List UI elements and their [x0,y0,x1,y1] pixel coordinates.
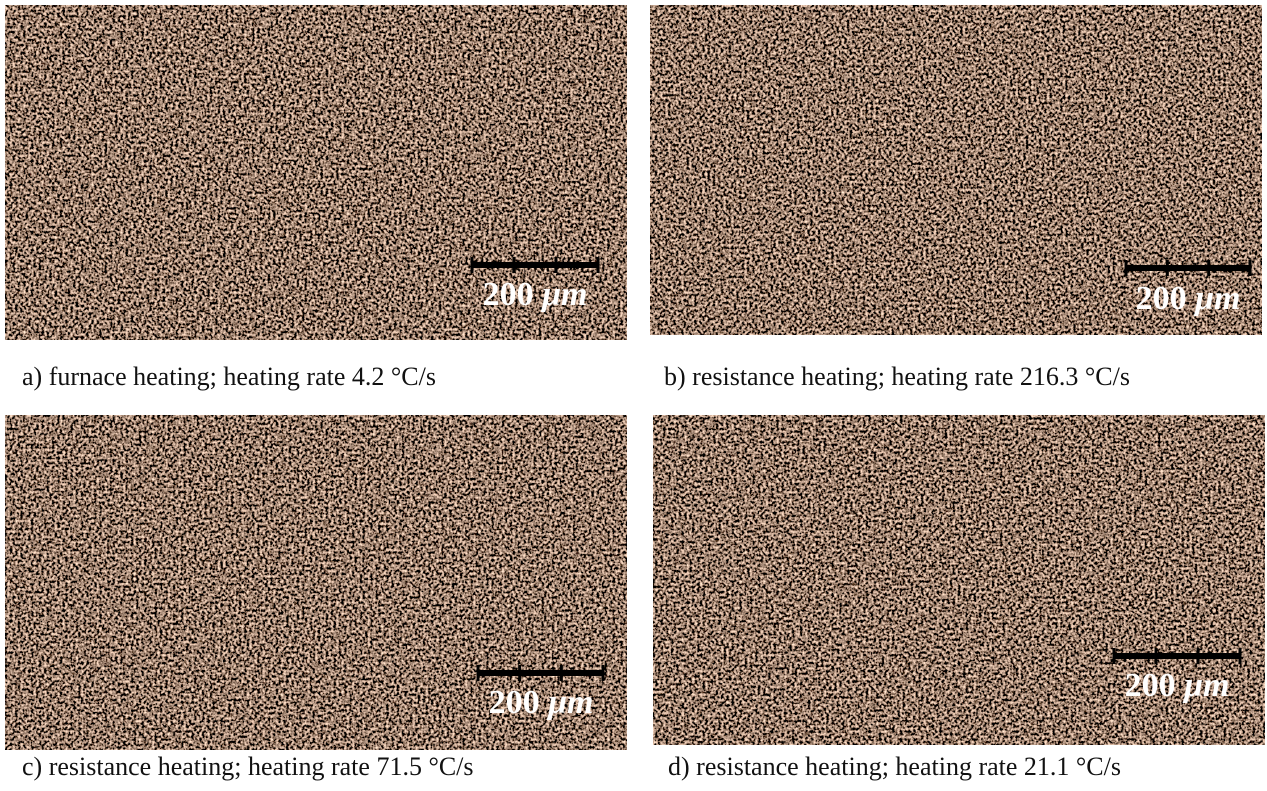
scale-value: 200 [1125,667,1176,704]
figure: 200 μm a) furnace heating; heating rate 4… [0,0,1267,791]
micrograph: 200 μm [653,415,1265,745]
scale-unit: μm [540,276,587,313]
caption: a) furnace heating; heating rate 4.2 °C/… [22,362,436,392]
caption: b) resistance heating; heating rate 216.… [664,362,1130,392]
scale-tick [1125,260,1128,276]
micrograph: 200 μm [5,415,627,750]
scale-label: 200 μm [489,684,594,721]
micrograph-panel: 200 μm [5,5,627,340]
scale-tick [1197,648,1200,664]
scale-bar [1114,653,1240,659]
micrograph-panel: 200 μm [653,415,1265,745]
scale-tick [555,257,558,273]
micrograph: 200 μm [650,5,1262,335]
scale-tick [1249,260,1252,276]
caption: c) resistance heating; heating rate 71.5… [22,752,474,782]
scale-tick [602,665,605,681]
scale-value: 200 [483,276,534,313]
scale-tick [1166,260,1169,276]
scale-bar [472,262,598,268]
scale-label: 200 μm [1125,667,1230,704]
scale-unit: μm [546,684,593,721]
scale-label: 200 μm [1136,280,1241,317]
scale-tick [1155,648,1158,664]
scale-tick [518,665,521,681]
scale-tick [513,257,516,273]
micrograph-panel: 200 μm [5,415,627,750]
scale-value: 200 [1136,280,1187,317]
scale-label: 200 μm [483,276,588,313]
scale-tick [1113,648,1116,664]
scale-tick [1239,648,1242,664]
scale-bar [478,670,603,676]
micrograph: 200 μm [5,5,627,340]
caption: d) resistance heating; heating rate 21.1… [668,752,1121,782]
scale-value: 200 [489,684,540,721]
micrograph-panel: 200 μm [650,5,1262,335]
scale-tick [477,665,480,681]
scale-tick [1207,260,1210,276]
scale-tick [471,257,474,273]
scale-tick [597,257,600,273]
scale-unit: μm [1182,667,1229,704]
scale-tick [560,665,563,681]
scale-bar [1126,265,1250,271]
scale-unit: μm [1193,280,1240,317]
